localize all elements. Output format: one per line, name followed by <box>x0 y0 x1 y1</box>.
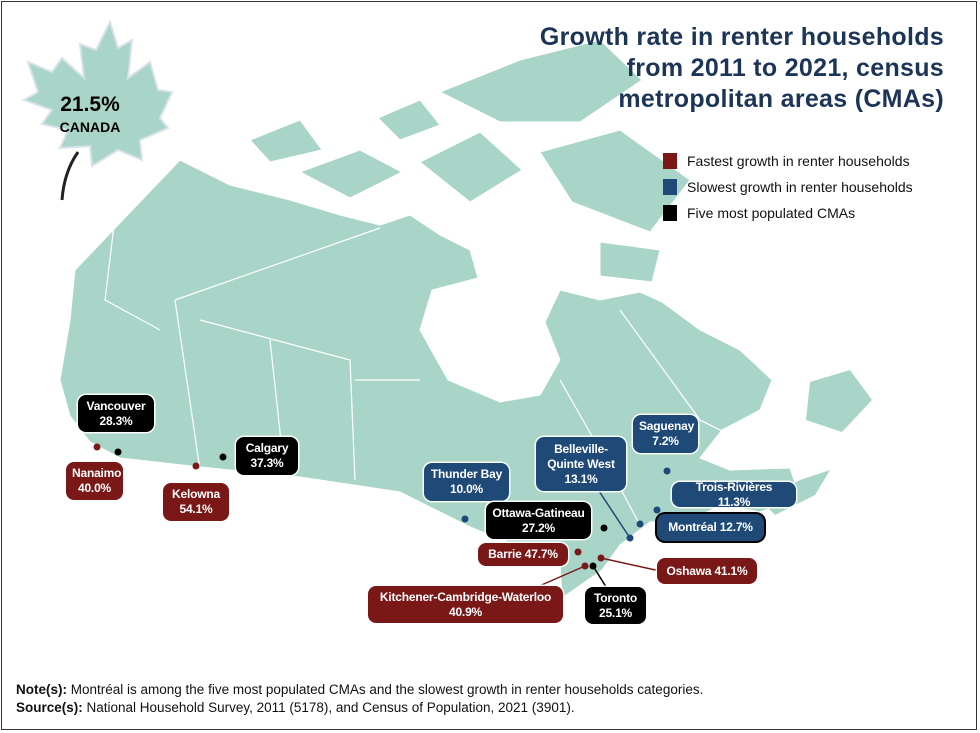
note-text: Montréal is among the five most populate… <box>67 682 704 697</box>
source-label: Source(s): <box>16 700 83 715</box>
note-label: Note(s): <box>16 682 67 697</box>
canada-label: CANADA <box>59 119 121 135</box>
cma-value: 54.1% <box>179 502 213 516</box>
dot-kcw <box>581 562 589 570</box>
legend-swatch <box>663 205 677 221</box>
cma-name: Belleville- <box>554 441 608 456</box>
legend-label: Fastest growth in renter households <box>687 153 910 169</box>
map-title: Growth rate in renter households from 20… <box>539 23 944 113</box>
cma-text: Barrie 47.7% <box>488 547 558 561</box>
cma-value: 25.1% <box>598 605 633 620</box>
dot-ottawa <box>600 524 608 532</box>
cma-value: 40.0% <box>77 481 112 495</box>
dot-vancouver <box>114 448 122 456</box>
label-barrie: Barrie 47.7% <box>478 543 568 566</box>
cma-name: Kelowna <box>172 487 220 501</box>
legend-label: Slowest growth in renter households <box>687 179 913 195</box>
cma-name: Calgary <box>245 441 289 455</box>
dot-montreal <box>636 520 644 528</box>
legend-item-slowest: Slowest growth in renter households <box>663 174 913 200</box>
dot-kelowna <box>192 462 200 470</box>
label-trois-rivieres: Trois-Rivières 11.3% <box>672 479 796 509</box>
cma-name: Nanaimo <box>72 466 122 480</box>
label-thunder-bay: Thunder Bay 10.0% <box>424 463 509 501</box>
dot-calgary <box>219 453 227 461</box>
arctic-islands <box>249 39 691 283</box>
cma-text: Oshawa 41.1% <box>666 563 748 578</box>
source-text: National Household Survey, 2011 (5178), … <box>82 700 575 715</box>
cma-dots <box>93 443 671 570</box>
legend-item-populated: Five most populated CMAs <box>663 200 913 226</box>
label-ottawa: Ottawa-Gatineau 27.2% <box>486 502 591 539</box>
cma-text: Montréal 12.7% <box>668 520 753 534</box>
dot-trois-rivieres <box>653 506 661 514</box>
maple-leaf-icon <box>21 19 174 168</box>
canada-value: 21.5% <box>60 93 120 116</box>
maple-leaf-stem <box>60 151 80 201</box>
cma-name: Quinte West <box>547 456 615 471</box>
label-calgary: Calgary 37.3% <box>236 437 298 475</box>
cma-text: Trois-Rivières 11.3% <box>695 479 773 509</box>
dot-toronto <box>589 562 597 570</box>
label-belleville: Belleville- Quinte West 13.1% <box>536 437 626 491</box>
note-line: Note(s): Montréal is among the five most… <box>16 681 703 699</box>
canada-total: 21.5% CANADA <box>44 92 136 136</box>
legend-swatch <box>663 179 677 195</box>
dot-saguenay <box>663 467 671 475</box>
dot-oshawa <box>597 554 605 562</box>
dot-thunder-bay <box>461 515 469 523</box>
legend-swatch <box>663 153 677 169</box>
newfoundland <box>806 370 872 432</box>
label-montreal: Montréal 12.7% <box>657 514 764 541</box>
cma-name: Kitchener-Cambridge-Waterloo <box>379 589 552 604</box>
notes: Note(s): Montréal is among the five most… <box>16 681 703 717</box>
province-borders <box>104 174 741 526</box>
legend: Fastest growth in renter households Slow… <box>663 148 913 226</box>
label-kelowna: Kelowna 54.1% <box>163 483 229 521</box>
label-saguenay: Saguenay 7.2% <box>633 415 698 453</box>
cma-value: 40.9% <box>448 604 483 619</box>
cma-value: 27.2% <box>521 520 556 535</box>
cma-value: 37.3% <box>250 456 284 470</box>
cma-name: Toronto <box>593 590 638 605</box>
cma-value: 28.3% <box>99 413 133 428</box>
legend-item-fastest: Fastest growth in renter households <box>663 148 913 174</box>
cma-value: 10.0% <box>449 482 484 496</box>
cma-value: 7.2% <box>652 434 679 448</box>
cma-name: Thunder Bay <box>430 467 503 481</box>
cma-name: Ottawa-Gatineau <box>492 505 585 520</box>
cma-name: Saguenay <box>639 419 695 433</box>
label-nanaimo: Nanaimo 40.0% <box>66 462 123 500</box>
source-line: Source(s): National Household Survey, 20… <box>16 699 703 717</box>
label-kcw: Kitchener-Cambridge-Waterloo 40.9% <box>368 586 563 623</box>
cma-name: Vancouver <box>86 398 146 413</box>
dot-belleville <box>626 534 634 542</box>
legend-label: Five most populated CMAs <box>687 205 856 221</box>
label-toronto: Toronto 25.1% <box>585 587 646 624</box>
label-vancouver: Vancouver 28.3% <box>78 395 154 432</box>
label-oshawa: Oshawa 41.1% <box>657 558 757 584</box>
cma-value: 13.1% <box>564 471 598 486</box>
dot-nanaimo <box>93 443 101 451</box>
dot-barrie <box>574 548 582 556</box>
